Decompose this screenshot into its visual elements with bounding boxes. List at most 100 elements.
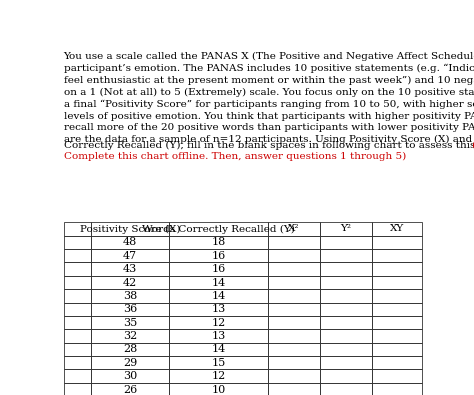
Bar	[268, 236, 320, 249]
Text: 30: 30	[123, 371, 137, 381]
Text: 36: 36	[123, 304, 137, 314]
Bar	[91, 369, 169, 383]
Bar	[64, 383, 91, 395]
Text: 29: 29	[123, 358, 137, 368]
Text: 28: 28	[123, 344, 137, 354]
Text: 14: 14	[211, 344, 226, 354]
Text: 43: 43	[123, 264, 137, 274]
Bar	[320, 316, 372, 329]
Bar	[320, 276, 372, 289]
Text: 13: 13	[211, 331, 226, 341]
Bar	[169, 236, 268, 249]
Bar	[372, 289, 422, 303]
Bar	[64, 343, 91, 356]
Text: 15: 15	[211, 358, 226, 368]
Bar	[169, 262, 268, 276]
Bar	[64, 262, 91, 276]
Bar	[320, 222, 372, 236]
Bar	[268, 222, 320, 236]
Text: 16: 16	[211, 264, 226, 274]
Bar	[64, 289, 91, 303]
Text: 42: 42	[123, 278, 137, 288]
Bar	[169, 356, 268, 369]
Bar	[320, 289, 372, 303]
Bar	[372, 262, 422, 276]
Text: 18: 18	[211, 237, 226, 247]
Text: Complete this chart offline. Then, answer questions 1 through 5): Complete this chart offline. Then, answe…	[64, 152, 406, 161]
Bar	[91, 289, 169, 303]
Bar	[268, 316, 320, 329]
Bar	[169, 303, 268, 316]
Bar	[372, 303, 422, 316]
Bar	[372, 383, 422, 395]
Text: X²: X²	[288, 224, 300, 233]
Text: 35: 35	[123, 318, 137, 328]
Bar	[64, 249, 91, 262]
Text: 14: 14	[211, 291, 226, 301]
Bar	[91, 262, 169, 276]
Text: Positivity Score (X): Positivity Score (X)	[80, 224, 180, 233]
Text: 13: 13	[211, 304, 226, 314]
Bar	[372, 249, 422, 262]
Text: You use a scale called the PANAS X (The Positive and Negative Affect Schedule) t: You use a scale called the PANAS X (The …	[64, 52, 474, 144]
Bar	[64, 329, 91, 343]
Bar	[268, 249, 320, 262]
Bar	[268, 262, 320, 276]
Bar	[268, 276, 320, 289]
Bar	[91, 222, 169, 236]
Bar	[64, 369, 91, 383]
Bar	[268, 369, 320, 383]
Bar	[64, 316, 91, 329]
Bar	[372, 316, 422, 329]
Bar	[169, 369, 268, 383]
Text: 10: 10	[211, 385, 226, 395]
Bar	[268, 303, 320, 316]
Text: 47: 47	[123, 251, 137, 261]
Bar	[320, 343, 372, 356]
Text: 48: 48	[123, 237, 137, 247]
Bar	[372, 222, 422, 236]
Bar	[320, 249, 372, 262]
Text: Y²: Y²	[340, 224, 352, 233]
Bar	[64, 222, 91, 236]
Bar	[64, 303, 91, 316]
Text: 12: 12	[211, 371, 226, 381]
Text: Correctly Recalled (Y), fill in the blank spaces in following chart to assess th: Correctly Recalled (Y), fill in the blan…	[64, 141, 474, 150]
Bar	[169, 316, 268, 329]
Bar	[169, 329, 268, 343]
Bar	[64, 276, 91, 289]
Text: 38: 38	[123, 291, 137, 301]
Bar	[268, 343, 320, 356]
Bar	[91, 249, 169, 262]
Bar	[268, 329, 320, 343]
Bar	[320, 369, 372, 383]
Bar	[64, 236, 91, 249]
Bar	[91, 343, 169, 356]
Bar	[169, 343, 268, 356]
Bar	[169, 289, 268, 303]
Bar	[268, 356, 320, 369]
Bar	[169, 222, 268, 236]
Text: XY: XY	[390, 224, 404, 233]
Bar	[91, 303, 169, 316]
Text: 16: 16	[211, 251, 226, 261]
Bar	[372, 343, 422, 356]
Bar	[372, 329, 422, 343]
Bar	[64, 356, 91, 369]
Bar	[91, 383, 169, 395]
Bar	[91, 276, 169, 289]
Text: 14: 14	[211, 278, 226, 288]
Bar	[372, 276, 422, 289]
Bar	[320, 236, 372, 249]
Text: 32: 32	[123, 331, 137, 341]
Text: 26: 26	[123, 385, 137, 395]
Bar	[91, 329, 169, 343]
Bar	[91, 236, 169, 249]
Bar	[268, 383, 320, 395]
Text: (Hint:: (Hint:	[471, 141, 474, 150]
Bar	[169, 383, 268, 395]
Bar	[320, 329, 372, 343]
Text: 12: 12	[211, 318, 226, 328]
Bar	[372, 369, 422, 383]
Text: Words Correctly Recalled (Y): Words Correctly Recalled (Y)	[142, 224, 295, 233]
